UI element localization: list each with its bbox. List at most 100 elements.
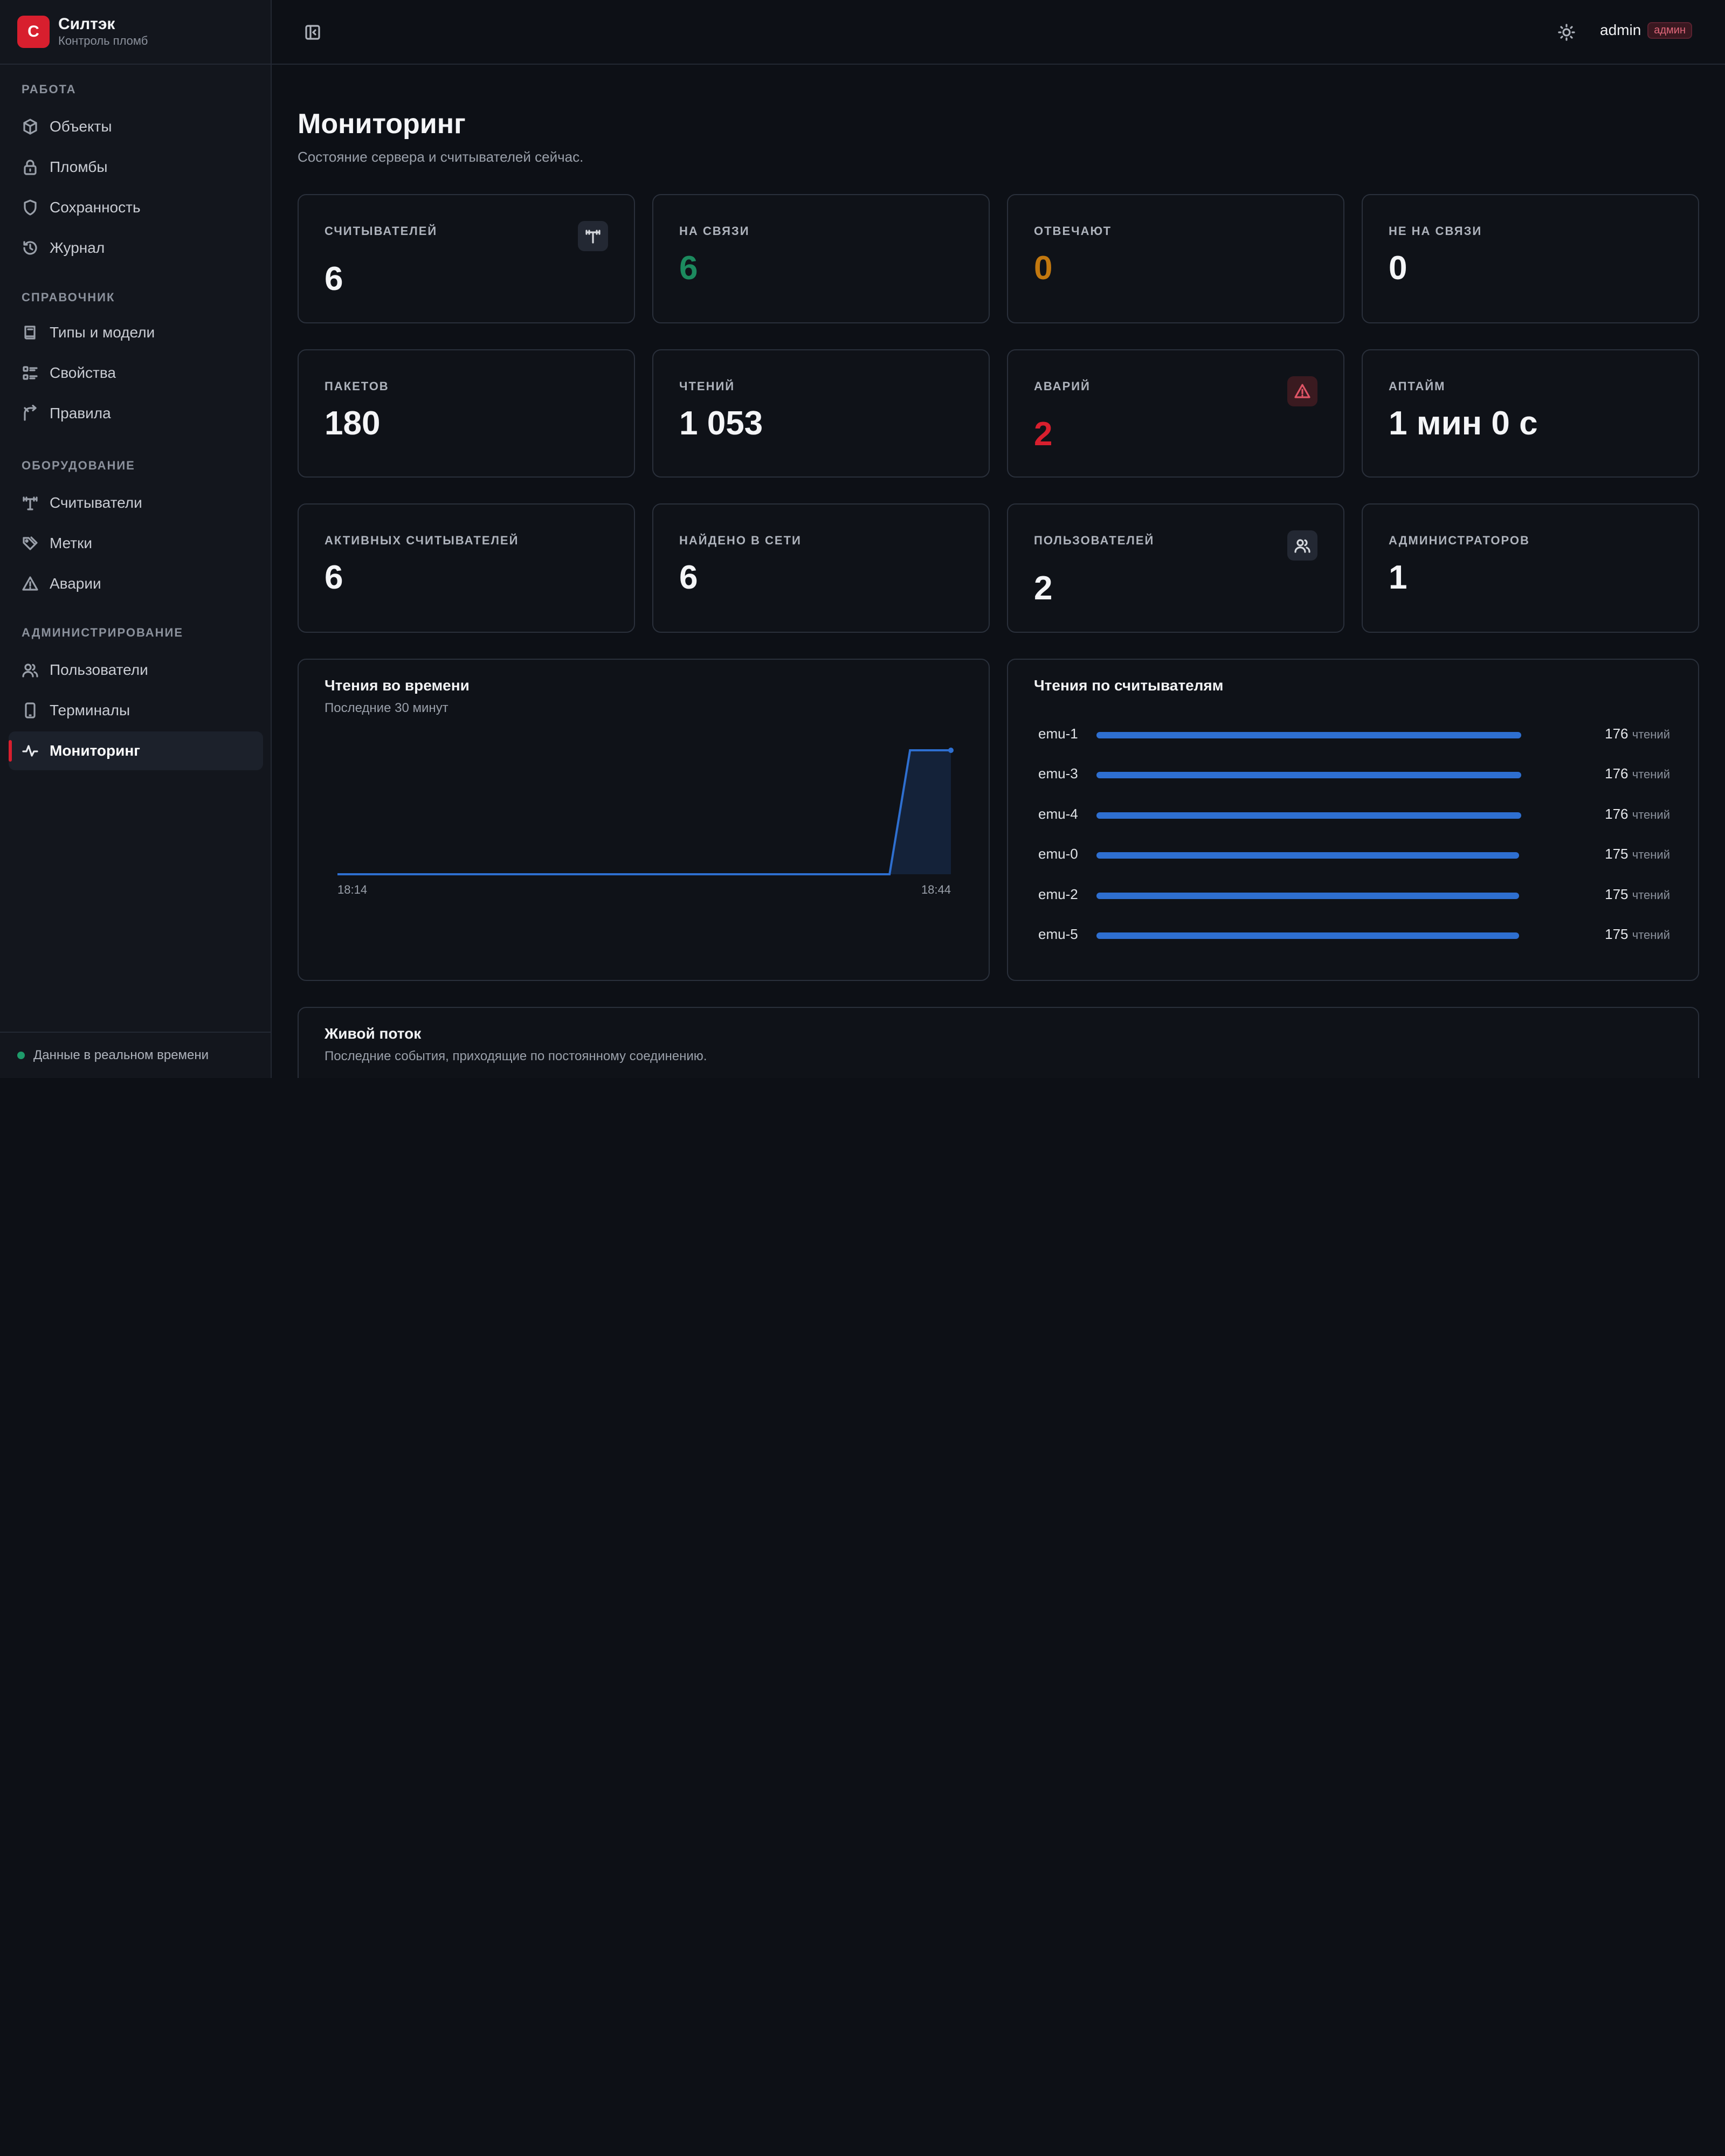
reads-by-reader-panel: Чтения по считывателям emu-1 176 чтений em… [1007,659,1699,981]
brand[interactable]: С Силтэк Контроль пломб [0,0,271,65]
stat-value: 180 [325,405,381,442]
sidebar-item-label: Пломбы [50,158,108,175]
app: С Силтэк Контроль пломб РАБОТА Объекты П… [0,0,1725,1078]
stat-value: 6 [325,559,343,596]
theme-toggle-button[interactable] [1558,24,1575,41]
stat-value: 2 [1034,570,1053,607]
sidebar-item-label: Пользователи [50,661,148,678]
stat-card-offline: НЕ НА СВЯЗИ 0 [1362,194,1699,323]
user-menu[interactable]: admin админ [1600,22,1693,39]
page-subtitle: Состояние сервера и считывателей сейчас. [298,149,584,165]
sidebar-item-monitoring[interactable]: Мониторинг [9,731,263,770]
stat-label: АПТАЙМ [1389,379,1446,393]
book-icon [24,326,36,340]
stat-card-found-in-network: НАЙДЕНО В СЕТИ 6 [652,503,990,633]
sidebar-item-terminals[interactable]: Терминалы [9,691,263,730]
activity-icon [22,745,38,757]
brand-subtitle: Контроль пломб [58,34,148,47]
stat-value: 1 мин 0 с [1389,405,1538,442]
panel-title: Чтения во времени [325,677,470,694]
nav-section-header: АДМИНИСТРИРОВАНИЕ [22,626,184,639]
stat-card-uptime: АПТАЙМ 1 мин 0 с [1362,349,1699,478]
stat-card-users: ПОЛЬЗОВАТЕЛЕЙ 2 [1007,503,1344,633]
stat-card-active-readers: АКТИВНЫХ СЧИТЫВАТЕЛЕЙ 6 [298,503,635,633]
stat-label: ОТВЕЧАЮТ [1034,224,1112,238]
shield-icon [24,199,37,216]
sidebar-item-properties[interactable]: Свойства [9,354,263,392]
stat-card-online: НА СВЯЗИ 6 [652,194,990,323]
reader-bar-row: emu-2 175 чтений [1038,884,1670,906]
reader-reads-value: 176 чтений [1605,725,1670,742]
reader-bar [1096,732,1521,738]
alert-triangle-icon [1294,384,1310,398]
sidebar-item-rules[interactable]: Правила [9,394,263,433]
reader-reads-value: 176 чтений [1605,765,1670,782]
sidebar-item-tags[interactable]: Метки [9,524,263,563]
nav-section-header: СПРАВОЧНИК [22,291,115,304]
sidebar-item-label: Сохранность [50,199,141,216]
reads-series-line [337,749,951,875]
reader-bar [1096,892,1519,899]
realtime-status: Данные в реальном времени [0,1032,272,1078]
sidebar-item-users[interactable]: Пользователи [9,651,263,689]
x-tick-label: 18:14 [337,883,367,896]
sidebar-item-label: Журнал [50,239,105,256]
antenna-icon [23,496,38,510]
reader-reads-value: 176 чтений [1605,805,1670,822]
live-stream-panel: Живой поток Последние события, приходящи… [298,1007,1699,1078]
reader-bar [1096,812,1521,819]
stat-label: ЧТЕНИЙ [679,379,735,393]
x-tick-label: 18:44 [921,883,951,896]
nav-section-header: ОБОРУДОВАНИЕ [22,459,135,472]
stat-value: 6 [679,250,698,287]
sidebar-item-seals[interactable]: Пломбы [9,148,263,186]
brand-name: Силтэк [58,15,115,33]
sidebar-item-label: Свойства [50,364,116,381]
sidebar-item-alarms[interactable]: Аварии [9,564,263,603]
sidebar-item-integrity[interactable]: Сохранность [9,188,263,227]
stat-icon [1287,530,1317,561]
lock-icon [24,160,37,175]
reads-over-time-chart: 18:14 18:44 [337,748,954,896]
stat-label: СЧИТЫВАТЕЛЕЙ [325,224,438,238]
reader-bar-row: emu-5 175 чтений [1038,924,1670,945]
panel-title: Живой поток [325,1025,422,1042]
stat-card-alarms: АВАРИЙ 2 [1007,349,1344,478]
nav-section-reference: СПРАВОЧНИК Типы и модели Свойства Правил… [0,290,272,433]
history-icon [23,241,37,255]
nav-section-work: РАБОТА Объекты Пломбы Сохранность Журнал [0,82,272,267]
tablet-icon [25,702,36,718]
stat-value: 0 [1389,250,1407,287]
sidebar-toggle-button[interactable] [304,24,321,41]
box-icon [23,119,37,135]
reads-unit: чтений [1632,928,1670,942]
sidebar-item-label: Типы и модели [50,324,155,341]
reader-name: emu-0 [1038,846,1078,862]
reads-unit: чтений [1632,768,1670,782]
user-name: admin [1600,22,1641,38]
reads-over-time-panel: Чтения во времени Последние 30 минут 18:… [298,659,990,981]
reads-last-point [948,748,954,753]
alert-triangle-icon [22,576,38,591]
panel-title: Чтения по считывателям [1034,677,1224,694]
stat-value: 6 [325,260,343,298]
reader-reads-value: 175 чтений [1605,846,1670,862]
stat-card-admins: АДМИНИСТРАТОРОВ 1 [1362,503,1699,633]
sidebar-item-objects[interactable]: Объекты [9,107,263,146]
reader-bar [1096,852,1519,859]
sidebar-item-label: Мониторинг [50,742,140,759]
sidebar-item-journal[interactable]: Журнал [9,229,263,267]
users-icon [22,664,38,678]
reader-bar-row: emu-3 176 чтений [1038,763,1670,785]
stat-card-responding: ОТВЕЧАЮТ 0 [1007,194,1344,323]
sidebar-item-types-models[interactable]: Типы и модели [9,313,263,352]
stat-label: НЕ НА СВЯЗИ [1389,224,1482,238]
stat-card-readers: СЧИТЫВАТЕЛЕЙ 6 [298,194,635,323]
antenna-icon [585,230,601,244]
brand-logo: С [17,16,50,48]
reader-reads-value: 175 чтений [1605,926,1670,942]
sidebar-item-readers[interactable]: Считыватели [9,483,263,522]
stat-label: НАЙДЕНО В СЕТИ [679,534,802,547]
tags-icon [23,536,38,550]
reads-unit: чтений [1632,888,1670,902]
